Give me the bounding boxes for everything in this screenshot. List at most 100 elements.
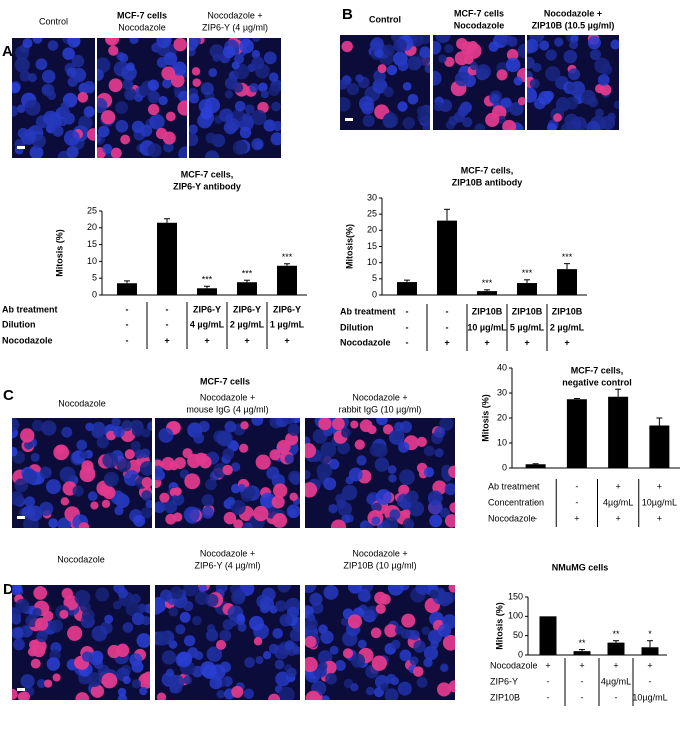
cell-nucleus (96, 436, 110, 449)
table-cell: 4µg/mL (601, 676, 631, 686)
cell-nucleus (350, 420, 359, 429)
cell-nucleus (91, 625, 108, 642)
cell-nucleus (539, 40, 550, 51)
cell-nucleus (545, 49, 557, 61)
cell-nucleus (433, 40, 442, 55)
cell-nucleus (442, 614, 455, 629)
bar (573, 651, 591, 655)
cell-nucleus (216, 430, 233, 447)
significance: *** (282, 252, 293, 262)
cell-nucleus (444, 483, 455, 496)
cell-nucleus (287, 423, 300, 436)
cell-nucleus (76, 440, 87, 451)
table-cell: - (406, 337, 409, 347)
cell-nucleus (192, 615, 202, 626)
cell-nucleus (278, 686, 295, 700)
cell-nucleus (86, 672, 102, 688)
cell-nucleus (274, 659, 285, 670)
cell-nucleus (97, 125, 110, 138)
cell-nucleus (354, 439, 365, 450)
cell-nucleus (90, 501, 99, 510)
cell-nucleus (202, 664, 217, 679)
cell-nucleus (527, 87, 538, 103)
cell-nucleus (170, 586, 183, 600)
cell-nucleus (138, 673, 150, 689)
cell-nucleus (553, 113, 562, 122)
panel-letter: B (342, 6, 353, 23)
cell-nucleus (198, 420, 210, 433)
cell-nucleus (565, 96, 579, 110)
cell-nucleus (444, 56, 455, 68)
table-cell: + (579, 660, 584, 670)
cell-nucleus (597, 74, 610, 86)
cell-nucleus (13, 585, 23, 593)
cell-nucleus (169, 674, 185, 690)
cell-nucleus (272, 513, 288, 528)
chart-title: MCF-7 cells, (461, 165, 514, 175)
cell-nucleus (397, 101, 408, 112)
cell-nucleus (399, 420, 413, 433)
cell-nucleus (209, 44, 224, 59)
cell-nucleus (30, 658, 41, 669)
cell-nucleus (496, 69, 508, 81)
cell-nucleus (138, 85, 150, 97)
cell-nucleus (407, 56, 422, 71)
table-cell: - (575, 497, 578, 507)
cell-nucleus (433, 70, 442, 86)
table-cell: - (649, 676, 652, 686)
significance: *** (202, 275, 213, 285)
cell-nucleus (159, 589, 173, 602)
cell-nucleus (438, 54, 447, 63)
cell-nucleus (201, 506, 214, 519)
row-label: Nocodazole (340, 337, 391, 347)
cell-nucleus (399, 649, 412, 662)
cell-nucleus (14, 478, 29, 493)
cell-nucleus (449, 502, 455, 513)
cell-nucleus (90, 684, 105, 698)
cell-nucleus (243, 486, 256, 499)
cell-nucleus (131, 425, 144, 437)
cell-nucleus (32, 38, 43, 44)
cell-nucleus (27, 73, 37, 83)
table-cell: 2 µg/mL (550, 322, 585, 332)
y-tick-label: 25 (87, 205, 97, 215)
cell-nucleus (279, 613, 293, 627)
table-cell: + (574, 513, 579, 523)
cell-nucleus (22, 468, 38, 484)
cell-nucleus (101, 672, 118, 689)
y-tick-label: 10 (497, 437, 507, 447)
image-caption: Nocodazole (454, 20, 505, 30)
panel-letter: D (3, 581, 14, 598)
table-cell: 1 µg/mL (270, 319, 305, 329)
image-caption: Nocodazole + (207, 10, 262, 20)
cell-nucleus (189, 38, 198, 51)
cell-nucleus (134, 92, 144, 102)
cell-nucleus (332, 418, 345, 431)
cell-nucleus (600, 115, 616, 130)
cell-nucleus (183, 506, 200, 523)
cell-nucleus (342, 648, 354, 659)
cell-nucleus (43, 610, 54, 622)
cell-nucleus (36, 630, 48, 643)
bar (517, 283, 537, 295)
micrograph (155, 418, 300, 528)
cell-nucleus (320, 630, 334, 644)
cell-nucleus (543, 90, 555, 102)
micrograph (12, 38, 95, 158)
cell-nucleus (275, 671, 291, 687)
cell-nucleus (289, 492, 298, 501)
cell-nucleus (48, 518, 59, 528)
cell-nucleus (20, 428, 35, 443)
cell-nucleus (78, 522, 90, 528)
image-caption: Nocodazole (58, 398, 106, 408)
cell-nucleus (388, 474, 397, 483)
cell-nucleus (224, 90, 234, 99)
cell-nucleus (193, 432, 205, 444)
table-cell: 4 µg/mL (190, 319, 225, 329)
cell-nucleus (513, 76, 523, 86)
cell-nucleus (270, 132, 281, 146)
cell-nucleus (205, 593, 219, 607)
cell-nucleus (147, 143, 162, 158)
cell-nucleus (129, 38, 139, 45)
table-cell: - (406, 322, 409, 332)
